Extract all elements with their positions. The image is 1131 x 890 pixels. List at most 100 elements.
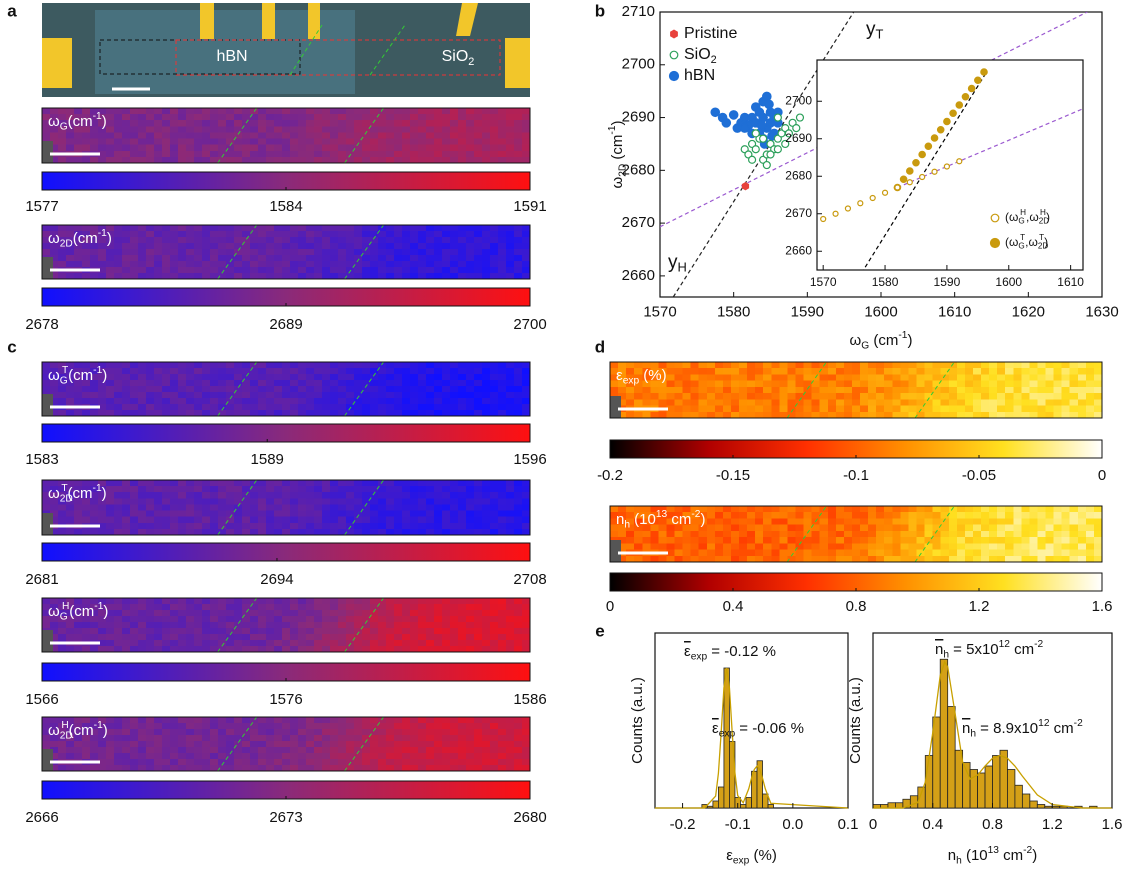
- map-cell: [410, 108, 419, 115]
- map-cell: [1094, 399, 1103, 406]
- map-cell: [234, 640, 243, 647]
- map-cell: [796, 393, 805, 400]
- map-cell: [370, 404, 379, 411]
- map-cell: [202, 374, 211, 381]
- map-cell: [402, 108, 411, 115]
- map-cell: [779, 537, 788, 544]
- map-cell: [402, 511, 411, 518]
- map-cell: [1005, 381, 1014, 388]
- map-cell: [739, 406, 748, 413]
- map-cell: [482, 132, 491, 139]
- map-cell: [114, 362, 123, 369]
- map-cell: [226, 511, 235, 518]
- map-cell: [836, 381, 845, 388]
- map-cell: [1037, 518, 1046, 525]
- map-cell: [362, 404, 371, 411]
- map-cell: [1086, 512, 1095, 519]
- map-cell: [330, 759, 339, 766]
- map-cell: [122, 759, 131, 766]
- map-cell: [812, 368, 821, 375]
- map-cell: [186, 386, 195, 393]
- map-cell: [354, 517, 363, 524]
- map-cell: [402, 368, 411, 375]
- map-cell: [234, 717, 243, 724]
- map-cell: [66, 741, 75, 748]
- map-cell: [626, 399, 635, 406]
- map-cell: [154, 717, 163, 724]
- bar: [925, 756, 932, 809]
- map-cell: [202, 741, 211, 748]
- map-cell: [258, 729, 267, 736]
- map-cell: [138, 261, 147, 268]
- text-part: G: [60, 375, 68, 386]
- map-cell: [378, 114, 387, 121]
- map-cell: [162, 139, 171, 146]
- map-cell: [210, 386, 219, 393]
- map-cell: [683, 406, 692, 413]
- text-part: cm: [1050, 720, 1074, 737]
- map-cell: [226, 368, 235, 375]
- text-part: 2: [468, 56, 474, 68]
- map-cell: [474, 598, 483, 605]
- map-cell: [178, 492, 187, 499]
- map-cell: [154, 374, 163, 381]
- map-cell: [450, 374, 459, 381]
- map-cell: [106, 380, 115, 387]
- map-cell: [274, 368, 283, 375]
- map-cell: [186, 151, 195, 158]
- map-cell: [498, 616, 507, 623]
- map-cell: [306, 231, 315, 238]
- map-cell: [290, 267, 299, 274]
- map-cell: [266, 374, 275, 381]
- map-cell: [362, 622, 371, 629]
- map-cell: [474, 243, 483, 250]
- map-cell: [666, 374, 675, 381]
- map-cell: [884, 543, 893, 550]
- map-cell: [146, 640, 155, 647]
- map-cell: [282, 151, 291, 158]
- map-cell: [114, 511, 123, 518]
- map-cell: [170, 392, 179, 399]
- map-cell: [210, 374, 219, 381]
- map-cell: [973, 362, 982, 369]
- map-cell: [1054, 512, 1063, 519]
- map-cell: [250, 255, 259, 262]
- map-cell: [114, 480, 123, 487]
- map-cell: [210, 622, 219, 629]
- map-cell: [434, 741, 443, 748]
- map-cell: [122, 628, 131, 635]
- map-cell: [194, 249, 203, 256]
- map-cell: [202, 243, 211, 250]
- map-cell: [202, 398, 211, 405]
- map-cell: [490, 498, 499, 505]
- map-cell: [506, 741, 515, 748]
- x-axis-label: ωG (cm-1): [850, 330, 913, 352]
- map-cell: [258, 126, 267, 133]
- map-cell: [482, 114, 491, 121]
- map-cell: [274, 249, 283, 256]
- map-cell: [194, 753, 203, 760]
- map-cell: [796, 512, 805, 519]
- map-cell: [434, 398, 443, 405]
- map-cell: [707, 393, 716, 400]
- map-cell: [1086, 381, 1095, 388]
- map-cell: [114, 231, 123, 238]
- map-cell: [482, 126, 491, 133]
- map-cell: [731, 506, 740, 513]
- map-cell: [949, 550, 958, 557]
- map-cell: [957, 374, 966, 381]
- map-cell: [997, 531, 1006, 538]
- map-cell: [514, 380, 523, 387]
- map-cell: [973, 537, 982, 544]
- map-cell: [242, 717, 251, 724]
- map-cell: [130, 747, 139, 754]
- map-cell: [186, 126, 195, 133]
- map-cell: [154, 640, 163, 647]
- map-cell: [306, 492, 315, 499]
- map-cell: [868, 393, 877, 400]
- map-cell: [106, 486, 115, 493]
- map-cell: [58, 517, 67, 524]
- map-cell: [458, 759, 467, 766]
- map-cell: [763, 374, 772, 381]
- map-cell: [779, 406, 788, 413]
